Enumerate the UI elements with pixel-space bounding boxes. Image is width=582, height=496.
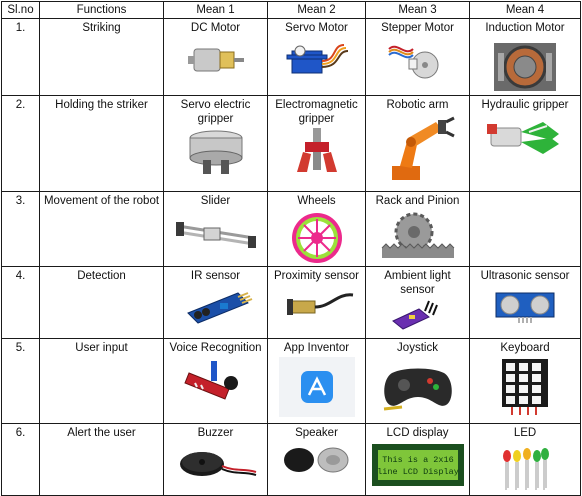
- electromagnetic-gripper-icon: [296, 128, 337, 172]
- function-cell: Striking: [39, 18, 164, 96]
- induction-motor-icon: [494, 43, 556, 91]
- dc-motor-icon: [187, 48, 244, 72]
- mean-label: Wheels: [297, 195, 336, 207]
- lcd-display-icon: This is a 2x16 line LCD Display: [371, 444, 464, 486]
- servo-gripper-icon: [189, 130, 242, 174]
- header-mean-3: Mean 3: [365, 1, 470, 19]
- mean-cell: Rack and Pinion: [365, 191, 470, 267]
- mean-label: [470, 192, 580, 194]
- mean-cell: Joystick: [365, 338, 470, 424]
- mean-cell: Buzzer: [163, 423, 268, 496]
- app-inventor-icon: [278, 357, 355, 417]
- row-number: 3.: [1, 191, 40, 267]
- mean-label: Ambient light sensor: [384, 270, 451, 296]
- mean-cell: Proximity sensor: [267, 266, 366, 339]
- mean-cell: Stepper Motor: [365, 18, 470, 96]
- mean-label: Buzzer: [197, 427, 234, 439]
- table-row: 5. User input Voice Recognition App Inve…: [1, 338, 581, 424]
- mean-label: LED: [513, 427, 537, 439]
- mean-label: Voice Recognition: [169, 342, 262, 354]
- function-cell: Movement of the robot: [39, 191, 164, 267]
- function-cell: User input: [39, 338, 164, 424]
- mean-label: DC Motor: [190, 22, 241, 34]
- table-row: 2. Holding the striker Servo electric gr…: [1, 95, 581, 192]
- buzzer-icon: [179, 452, 256, 476]
- mean-cell: Slider: [163, 191, 268, 267]
- mean-label: App Inventor: [283, 342, 350, 354]
- mean-cell: LCD display This is a 2x16 line LCD Disp…: [365, 423, 470, 496]
- row-number: 4.: [1, 266, 40, 339]
- mean-label: Electromagnetic gripper: [275, 99, 358, 125]
- header-row: Sl.no Functions Mean 1 Mean 2 Mean 3 Mea…: [1, 1, 581, 19]
- hydraulic-gripper-icon: [487, 122, 559, 154]
- servo-motor-icon: [286, 44, 348, 74]
- mean-cell: Hydraulic gripper: [469, 95, 581, 192]
- row-number: 5.: [1, 338, 40, 424]
- lcd-line-1: This is a 2x16: [382, 455, 453, 465]
- mean-cell: Speaker: [267, 423, 366, 496]
- mean-cell: Servo electric gripper: [163, 95, 268, 192]
- mean-label: Hydraulic gripper: [481, 99, 569, 111]
- mean-cell: LED: [469, 423, 581, 496]
- led-icon: [503, 448, 549, 490]
- mean-label: Speaker: [295, 427, 338, 439]
- robotic-arm-icon: [391, 116, 455, 180]
- row-number: 6.: [1, 423, 40, 496]
- mean-label: LCD display: [386, 427, 449, 439]
- mean-cell: Wheels: [267, 191, 366, 267]
- wheel-icon: [291, 213, 342, 263]
- ambient-light-sensor-icon: [391, 300, 438, 330]
- mean-cell: App Inventor: [267, 338, 366, 424]
- mean-cell: Induction Motor: [469, 18, 581, 96]
- mean-cell: Ambient light sensor: [365, 266, 470, 339]
- row-number: 1.: [1, 18, 40, 96]
- mean-label: Joystick: [397, 342, 438, 354]
- speaker-icon: [283, 447, 348, 473]
- mean-cell: IR sensor: [163, 266, 268, 339]
- mean-label: IR sensor: [190, 270, 241, 282]
- table-row: 6. Alert the user Buzzer Speaker: [1, 423, 581, 496]
- mean-label: Servo electric gripper: [180, 99, 251, 125]
- mean-label: Keyboard: [500, 342, 550, 354]
- ultrasonic-sensor-icon: [495, 292, 555, 323]
- mean-label: Rack and Pinion: [375, 195, 460, 207]
- rack-pinion-icon: [381, 212, 454, 258]
- mean-label: Proximity sensor: [274, 270, 359, 282]
- voice-module-icon: [183, 361, 238, 400]
- mean-cell: Electromagnetic gripper: [267, 95, 366, 192]
- mean-cell: Keyboard: [469, 338, 581, 424]
- mean-cell: Robotic arm: [365, 95, 470, 192]
- mean-label: Ultrasonic sensor: [480, 270, 570, 282]
- function-cell: Holding the striker: [39, 95, 164, 192]
- header-mean-2: Mean 2: [267, 1, 366, 19]
- header-mean-4: Mean 4: [469, 1, 581, 19]
- header-slno: Sl.no: [1, 1, 40, 19]
- slider-rail-icon: [175, 222, 256, 248]
- mean-cell: Voice Recognition: [163, 338, 268, 424]
- row-number: 2.: [1, 95, 40, 192]
- header-mean-1: Mean 1: [163, 1, 268, 19]
- lcd-line-2: line LCD Display: [377, 467, 459, 477]
- table-row: 1. Striking DC Motor Servo Motor: [1, 18, 581, 96]
- mean-cell: [469, 191, 581, 267]
- ir-sensor-icon: [186, 292, 252, 324]
- proximity-sensor-icon: [286, 293, 353, 315]
- keypad-icon: [502, 359, 548, 415]
- mean-cell: Ultrasonic sensor: [469, 266, 581, 339]
- joystick-icon: [383, 368, 452, 411]
- mean-cell: Servo Motor: [267, 18, 366, 96]
- table-row: 3. Movement of the robot Slider Wheels: [1, 191, 581, 267]
- function-cell: Detection: [39, 266, 164, 339]
- stepper-motor-icon: [387, 45, 438, 79]
- function-cell: Alert the user: [39, 423, 164, 496]
- table-row: 4. Detection IR sensor Proximity sensor: [1, 266, 581, 339]
- mean-label: Stepper Motor: [381, 22, 454, 34]
- mean-label: Induction Motor: [485, 22, 565, 34]
- mean-label: Servo Motor: [285, 22, 348, 34]
- header-functions: Functions: [39, 1, 164, 19]
- mean-label: Slider: [200, 195, 231, 207]
- mean-cell: DC Motor: [163, 18, 268, 96]
- mean-label: Robotic arm: [386, 99, 449, 111]
